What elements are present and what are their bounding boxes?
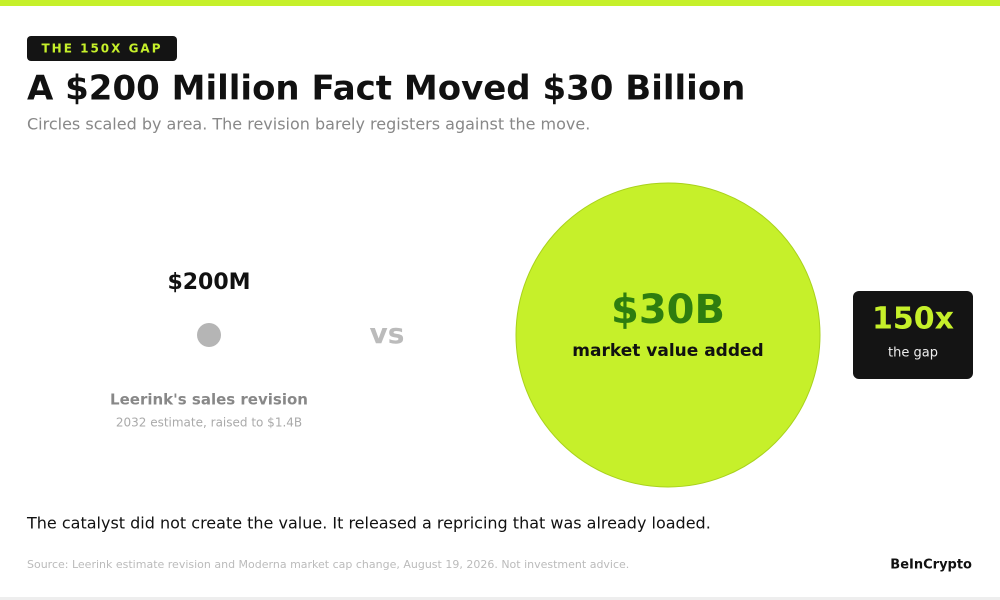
right-value: $30B xyxy=(611,287,725,333)
subtitle: Circles scaled by area. The revision bar… xyxy=(27,115,590,134)
bottom-rule xyxy=(0,597,1000,600)
left-note: 2032 estimate, raised to $1.4B xyxy=(116,416,302,430)
separator: vs xyxy=(370,317,405,350)
statement: The catalyst did not create the value. I… xyxy=(26,514,711,533)
right-label: market value added xyxy=(572,341,763,361)
badge: THE 150X GAP xyxy=(41,42,162,56)
small-circle xyxy=(197,323,221,347)
left-value: $200M xyxy=(167,270,250,295)
top-accent xyxy=(0,0,1000,6)
brand: BeInCrypto xyxy=(890,558,972,573)
title: A $200 Million Fact Moved $30 Billion xyxy=(27,69,745,109)
gap-box xyxy=(853,291,973,379)
big-circle xyxy=(515,182,821,488)
gap-value: 150x xyxy=(872,302,954,337)
left-label: Leerink's sales revision xyxy=(110,391,308,409)
badge-box xyxy=(27,36,177,61)
source: Source: Leerink estimate revision and Mo… xyxy=(27,558,629,571)
gap-label: the gap xyxy=(888,346,938,361)
